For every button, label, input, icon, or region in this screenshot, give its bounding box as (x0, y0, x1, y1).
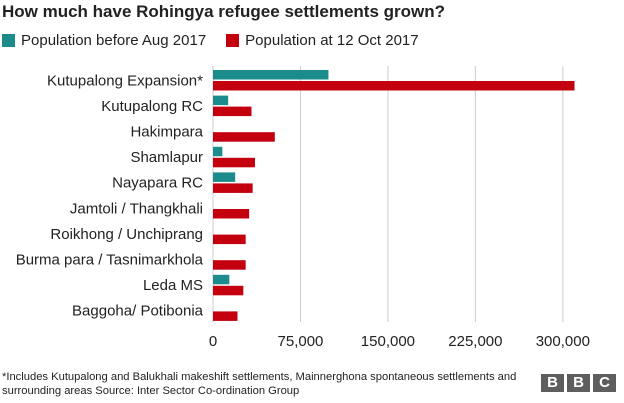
bar-after (213, 106, 252, 117)
y-category-label: Roikhong / Unchiprang (50, 226, 203, 243)
bar-after (213, 81, 575, 91)
y-category-label: Shamlapur (130, 149, 203, 166)
bar-after (213, 260, 246, 270)
bar-before (213, 172, 236, 182)
y-category-label: Kutupalong Expansion* (47, 72, 203, 89)
bar-before (213, 70, 329, 80)
y-category-label: Leda MS (143, 277, 203, 294)
x-tick-label: 225,000 (448, 333, 502, 350)
legend-item-before: Population before Aug 2017 (2, 32, 206, 49)
y-category-label: Hakimpara (130, 123, 203, 140)
bar-before (213, 146, 223, 157)
bbc-logo-block: C (593, 374, 616, 392)
x-tick-label: 300,000 (536, 333, 590, 350)
legend: Population before Aug 2017 Population at… (2, 32, 439, 49)
bar-after (213, 285, 244, 296)
y-category-label: Nayapara RC (112, 175, 203, 192)
bar-before (213, 274, 230, 285)
y-category-label: Burma para / Tasnimarkhola (16, 251, 204, 268)
legend-label-before: Population before Aug 2017 (21, 32, 207, 49)
x-tick-label: 75,000 (278, 333, 324, 350)
x-tick-label: 150,000 (361, 333, 415, 350)
bbc-logo-block: B (541, 374, 564, 392)
bar-after (213, 157, 255, 168)
bar-before (213, 95, 229, 106)
bbc-logo: B B C (541, 374, 616, 392)
legend-swatch-before (2, 34, 15, 47)
legend-item-after: Population at 12 Oct 2017 (226, 32, 419, 49)
x-tick-label: 0 (209, 333, 217, 350)
source-note: *Includes Kutupalong and Balukhali makes… (2, 371, 517, 397)
y-category-label: Jamtoli / Thangkhali (70, 200, 203, 217)
bar-after (213, 132, 275, 142)
bar-after (213, 311, 238, 321)
y-category-label: Kutupalong RC (101, 98, 203, 115)
chart-title: How much have Rohingya refugee settlemen… (2, 2, 446, 21)
legend-swatch-after (226, 34, 240, 47)
legend-label-after: Population at 12 Oct 2017 (245, 32, 419, 49)
bar-after (213, 183, 253, 193)
bar-after (213, 209, 250, 219)
y-category-label: Baggoha/ Potibonia (72, 303, 204, 320)
bar-after (213, 234, 246, 245)
bbc-logo-block: B (567, 374, 590, 392)
